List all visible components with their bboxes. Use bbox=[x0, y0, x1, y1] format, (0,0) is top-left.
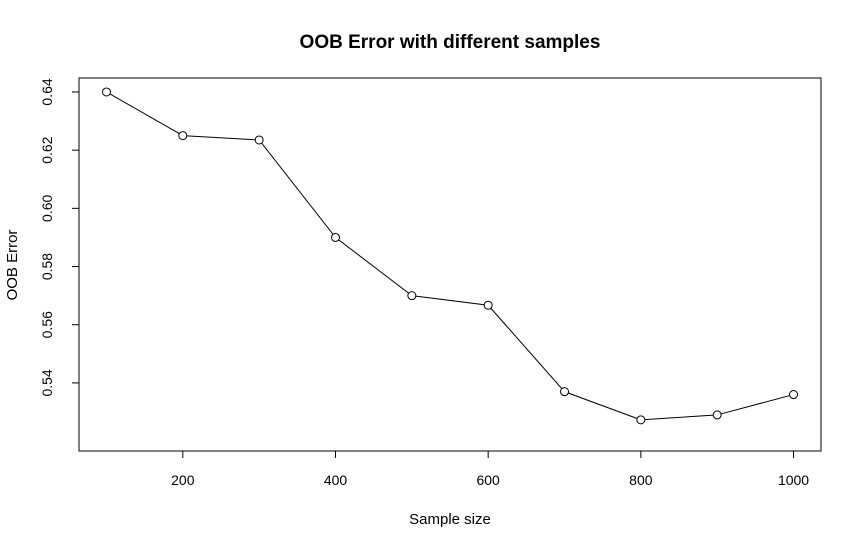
x-tick-label: 600 bbox=[476, 472, 500, 488]
y-tick-label: 0.56 bbox=[39, 311, 55, 338]
data-point bbox=[330, 232, 340, 242]
data-point bbox=[712, 410, 722, 420]
y-tick-label: 0.64 bbox=[39, 78, 55, 105]
data-points bbox=[101, 87, 799, 425]
y-axis-label: OOB Error bbox=[4, 230, 21, 301]
series-line bbox=[106, 91, 794, 421]
data-point bbox=[407, 291, 417, 301]
data-point bbox=[178, 131, 188, 141]
plot-frame bbox=[78, 77, 822, 452]
x-tick-label: 1000 bbox=[778, 472, 809, 488]
x-tick-label: 200 bbox=[171, 472, 195, 488]
chart-title: OOB Error with different samples bbox=[300, 32, 601, 53]
y-axis: 0.54 0.56 0.58 0.60 0.62 0.64 bbox=[39, 78, 79, 397]
y-tick-label: 0.60 bbox=[39, 195, 55, 222]
y-tick-label: 0.54 bbox=[39, 369, 55, 396]
data-point bbox=[560, 387, 570, 397]
y-tick-label: 0.58 bbox=[39, 253, 55, 280]
data-point bbox=[101, 87, 111, 97]
data-point bbox=[789, 390, 799, 400]
x-tick-label: 400 bbox=[324, 472, 348, 488]
data-point bbox=[483, 300, 493, 310]
x-tick-label: 800 bbox=[629, 472, 653, 488]
data-point bbox=[254, 135, 264, 145]
x-axis: 200 400 600 800 1000 bbox=[171, 451, 809, 488]
x-axis-label: Sample size bbox=[409, 511, 491, 528]
y-tick-label: 0.62 bbox=[39, 136, 55, 163]
data-point bbox=[636, 415, 646, 425]
